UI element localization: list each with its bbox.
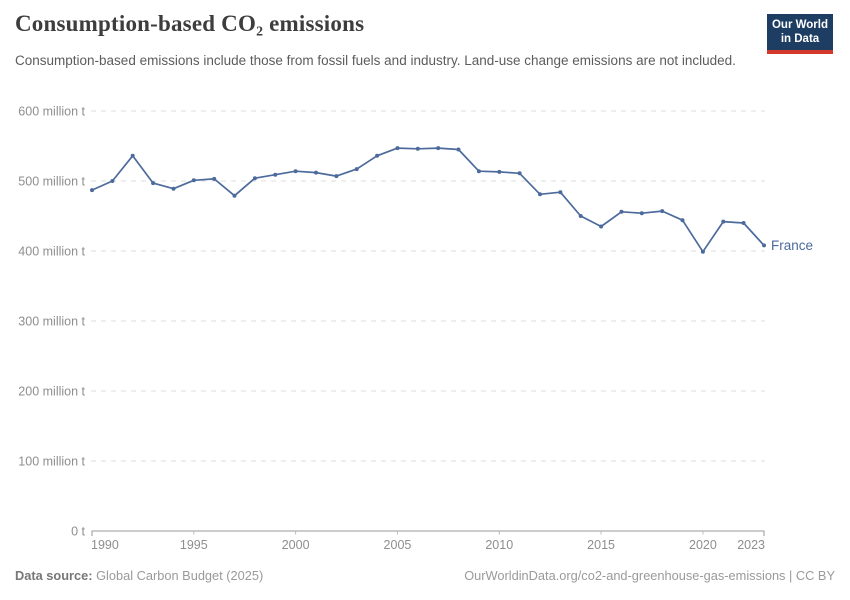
data-point — [680, 218, 685, 223]
data-point — [599, 224, 604, 229]
page-title: Consumption-based CO₂ emissions — [15, 11, 365, 36]
data-point — [273, 172, 278, 177]
y-axis-tick-label: 300 million t — [18, 315, 85, 329]
data-point — [232, 193, 237, 198]
y-axis-tick-label: 500 million t — [18, 175, 85, 189]
data-point — [517, 171, 522, 176]
data-point — [334, 174, 339, 179]
data-point — [171, 186, 176, 191]
france-line[interactable] — [91, 147, 765, 253]
data-point — [130, 153, 135, 158]
chart-svg: 0 t 100 million t 200 million t 300 million… — [18, 105, 813, 553]
data-source-value: Global Carbon Budget (2025) — [96, 568, 264, 583]
series-end-label[interactable]: France — [771, 238, 813, 253]
data-point — [354, 167, 359, 172]
data-point — [191, 178, 196, 183]
data-point — [415, 146, 420, 151]
data-point — [110, 179, 115, 183]
data-point — [293, 169, 298, 174]
data-point — [762, 243, 766, 248]
x-axis-tick-label: 2023 — [737, 538, 765, 552]
data-point — [741, 221, 746, 225]
data-point — [619, 209, 624, 214]
chart-subtitle: Consumption-based emissions include thos… — [15, 53, 736, 68]
data-point — [700, 249, 705, 254]
y-axis-tick-label: 400 million t — [18, 245, 85, 259]
data-point — [578, 214, 583, 218]
data-point — [497, 169, 502, 174]
owid-logo-line2: in Data — [780, 33, 820, 46]
chart-footer: Data source: Global Carbon Budget (2025)… — [15, 568, 835, 583]
data-point — [456, 147, 461, 152]
data-source: Data source: Global Carbon Budget (2025) — [15, 568, 263, 583]
data-point — [639, 211, 644, 216]
x-axis-tick-label: 2000 — [282, 538, 310, 552]
data-point — [721, 219, 726, 224]
x-axis-tick-label: 1990 — [91, 538, 119, 552]
data-point — [395, 146, 400, 151]
x-axis-tick-label: 1995 — [180, 538, 208, 552]
data-point — [151, 181, 156, 186]
y-axis-tick-label: 0 t — [71, 525, 85, 539]
x-axis-tick-label: 2015 — [587, 538, 615, 552]
data-point — [538, 192, 542, 197]
data-point — [90, 188, 94, 193]
x-axis-tick-label: 2010 — [485, 538, 513, 552]
data-source-label: Data source: — [15, 568, 93, 583]
data-point — [436, 146, 441, 151]
data-point — [212, 176, 217, 181]
y-axis-tick-label: 200 million t — [18, 385, 85, 399]
y-axis-tick-label: 100 million t — [18, 455, 85, 469]
owid-logo[interactable]: Our World in Data — [767, 14, 833, 54]
data-point — [660, 209, 665, 214]
owid-logo-line1: Our World — [771, 19, 828, 31]
data-point — [375, 153, 380, 158]
x-axis-tick-label: 2020 — [689, 538, 717, 552]
footer-link[interactable]: OurWorldinData.org/co2-and-greenhouse-ga… — [464, 568, 835, 583]
data-point — [476, 169, 481, 174]
data-point — [314, 170, 318, 175]
x-axis-line — [91, 530, 765, 536]
x-axis-tick-label: 2005 — [384, 538, 412, 552]
data-point — [558, 190, 563, 195]
data-point — [252, 176, 257, 181]
y-axis-tick-label: 600 million t — [18, 105, 85, 119]
